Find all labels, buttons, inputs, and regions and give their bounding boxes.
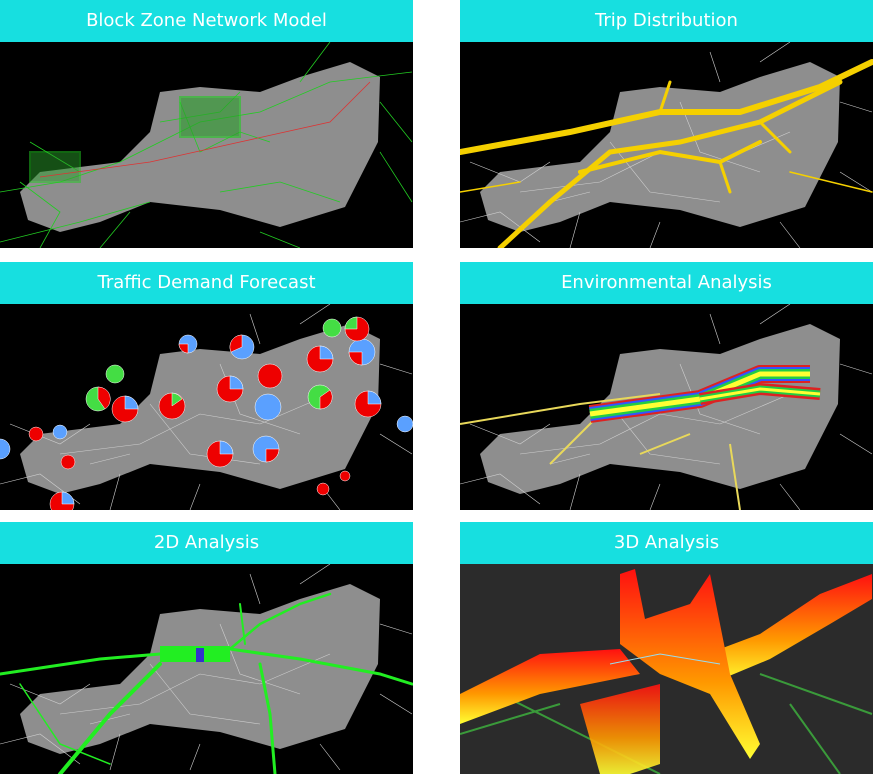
panel: 3D Analysis <box>460 522 873 774</box>
panel-title: Traffic Demand Forecast <box>0 262 413 304</box>
panel-title: Block Zone Network Model <box>0 0 413 42</box>
panel: Trip Distribution <box>460 0 873 248</box>
map <box>460 304 873 510</box>
panel: Environmental Analysis <box>460 262 873 510</box>
map <box>0 304 413 510</box>
panel-title: 2D Analysis <box>0 522 413 564</box>
map <box>460 564 873 774</box>
panel: 2D Analysis <box>0 522 413 774</box>
panel-title: 3D Analysis <box>460 522 873 564</box>
panel: Traffic Demand Forecast <box>0 262 413 510</box>
map <box>460 42 873 248</box>
panel-title: Trip Distribution <box>460 0 873 42</box>
panel-title: Environmental Analysis <box>460 262 873 304</box>
map <box>0 42 413 248</box>
map <box>0 564 413 774</box>
panel: Block Zone Network Model <box>0 0 413 248</box>
